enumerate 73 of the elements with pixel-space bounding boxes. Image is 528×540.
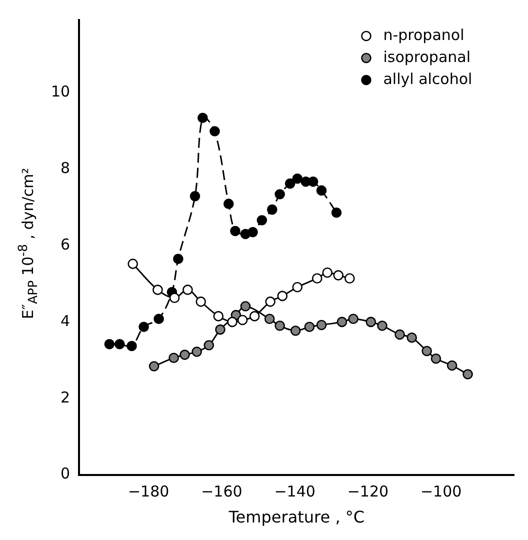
point: [230, 226, 240, 236]
point: [462, 369, 473, 380]
point: [182, 284, 193, 295]
legend-label: isopropanal: [383, 48, 471, 66]
point: [223, 198, 234, 209]
x-axis-title: Temperature , °C: [228, 508, 365, 527]
y-tick-label: 6: [60, 235, 70, 254]
point: [312, 273, 322, 284]
point: [333, 270, 344, 280]
point: [104, 338, 115, 350]
y-tick-label: 8: [60, 158, 70, 177]
point: [304, 322, 315, 332]
point: [308, 176, 318, 187]
point: [152, 284, 163, 295]
point: [227, 316, 238, 328]
x-tick-label: −100: [420, 482, 462, 501]
point: [138, 322, 149, 332]
x-tick-label: −120: [347, 482, 389, 501]
point: [277, 290, 288, 302]
point: [366, 316, 376, 328]
point: [265, 296, 276, 307]
point: [406, 332, 417, 343]
point: [198, 112, 208, 123]
point: [126, 340, 137, 352]
x-tick-label: −140: [274, 482, 316, 501]
point: [249, 311, 260, 322]
point: [168, 352, 179, 363]
point: [274, 320, 285, 331]
point: [180, 350, 190, 360]
point: [422, 346, 432, 356]
point: [344, 273, 355, 284]
y-tick-label: 4: [60, 312, 70, 330]
point: [173, 254, 184, 264]
x-tick-label: −180: [128, 482, 170, 501]
legend-label: allyl alcohol: [383, 70, 472, 88]
point: [213, 311, 224, 322]
point: [290, 326, 301, 336]
point: [114, 338, 125, 350]
point: [348, 314, 358, 324]
point: [266, 204, 278, 215]
point: [237, 314, 248, 326]
point: [377, 320, 388, 331]
y-tick-label: 2: [60, 388, 70, 406]
point: [316, 320, 327, 330]
point: [190, 191, 200, 202]
point: [128, 258, 138, 269]
point: [284, 178, 296, 189]
point: [256, 215, 268, 226]
point: [204, 340, 214, 350]
point: [264, 314, 275, 324]
point: [274, 189, 285, 200]
point: [331, 207, 342, 218]
point: [240, 301, 251, 312]
point: [148, 361, 160, 372]
point: [215, 324, 226, 335]
point: [169, 292, 180, 303]
point: [292, 282, 303, 292]
point: [292, 173, 303, 184]
x-tick-label: −160: [201, 482, 242, 501]
point: [248, 226, 258, 238]
legend-label: n-propanol: [383, 26, 464, 44]
y-tick-label: 10: [50, 82, 70, 101]
point: [210, 126, 220, 136]
y-tick-label: 0: [60, 464, 70, 483]
point: [154, 314, 164, 324]
point: [336, 316, 348, 328]
point: [196, 296, 206, 307]
point: [316, 185, 327, 196]
point: [446, 360, 458, 371]
point: [322, 267, 333, 278]
point: [192, 346, 202, 357]
point: [430, 353, 442, 364]
point: [394, 329, 405, 340]
